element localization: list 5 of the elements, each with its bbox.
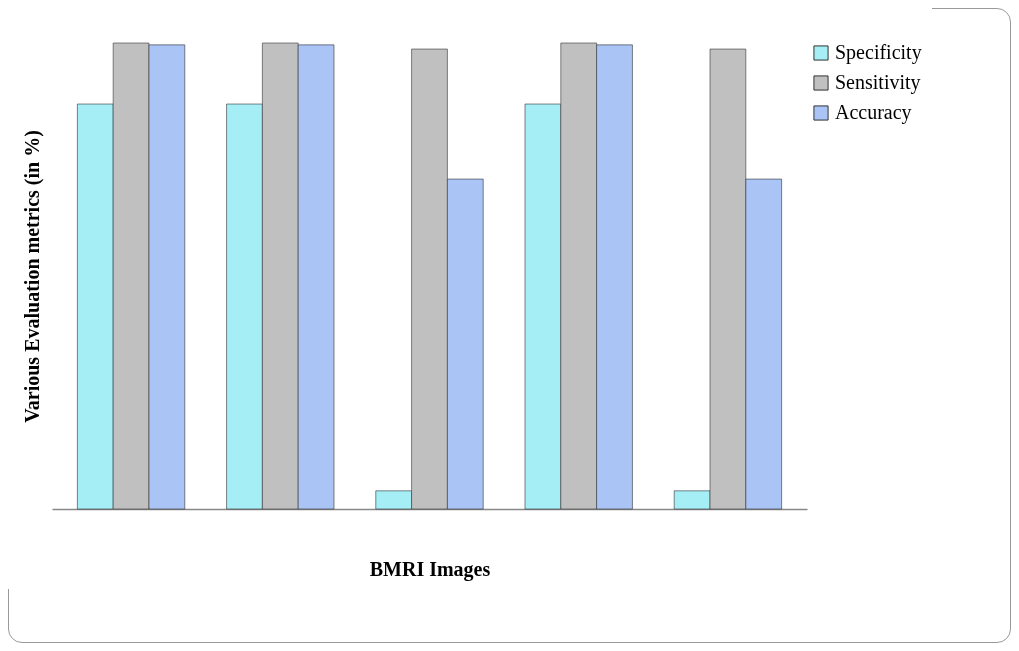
x-axis-title: BMRI Images	[369, 557, 491, 581]
legend-label: Sensitivity	[835, 71, 921, 94]
y-axis-title: Various Evaluation metrics (in %)	[20, 130, 44, 423]
legend-label: Accuracy	[835, 101, 912, 124]
legend-label: Specificity	[835, 41, 922, 64]
